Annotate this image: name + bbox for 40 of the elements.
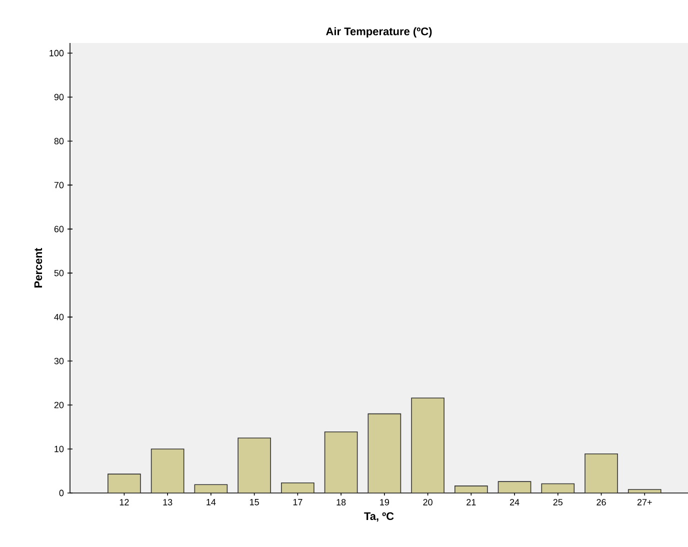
bar [281, 482, 314, 493]
x-tick-label: 20 [423, 499, 432, 506]
bar [194, 484, 228, 493]
y-tick-label: 0 [59, 490, 64, 496]
x-tick-label: 24 [510, 499, 520, 506]
y-tick-label: 70 [54, 182, 64, 188]
x-tick-label: 21 [466, 499, 476, 506]
y-axis-title: Percent [34, 248, 42, 288]
bar [541, 483, 575, 493]
bar [628, 489, 662, 493]
x-tick-label: 12 [120, 499, 129, 506]
y-tick-label: 30 [54, 358, 64, 364]
y-tick-label: 40 [54, 314, 64, 320]
x-tick-label: 19 [380, 499, 389, 506]
x-tick-label: 15 [250, 499, 259, 506]
x-tick-label: 26 [596, 499, 606, 506]
chart-title: Air Temperature (ºC) [326, 27, 432, 38]
x-tick-label: 25 [553, 499, 563, 506]
bar [454, 486, 488, 493]
x-tick-label: 14 [206, 499, 216, 506]
bar [150, 448, 184, 493]
x-tick-label: 27+ [637, 499, 652, 506]
bar [584, 453, 618, 493]
y-tick-label: 90 [54, 94, 64, 100]
y-tick-label: 50 [54, 270, 64, 276]
y-tick-label: 10 [54, 446, 64, 452]
x-tick-label: 17 [293, 499, 302, 506]
bar [368, 413, 402, 493]
y-tick-label: 20 [54, 402, 64, 408]
bar [108, 474, 141, 493]
y-tick-label: 100 [50, 50, 64, 56]
bar [498, 481, 532, 493]
x-tick-label: 18 [336, 499, 346, 506]
y-tick-label: 60 [54, 226, 64, 232]
x-axis-title: Ta, ºC [364, 512, 394, 522]
y-tick-label: 80 [54, 138, 64, 144]
bar [324, 431, 358, 493]
bar [238, 438, 271, 493]
bar [411, 398, 444, 493]
x-tick-label: 13 [163, 499, 172, 506]
